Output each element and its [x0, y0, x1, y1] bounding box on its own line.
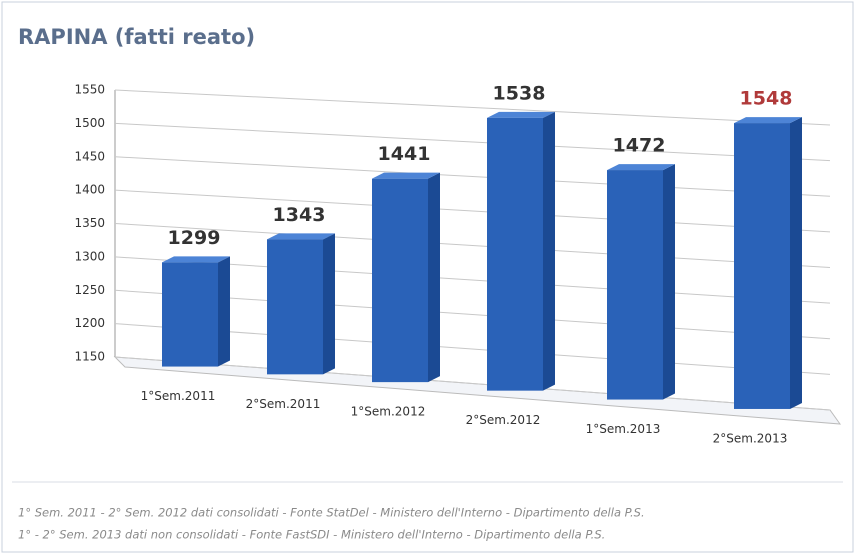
- grid-line: [114, 189, 831, 233]
- grid-line: [114, 122, 831, 162]
- x-tick-label: 1°Sem.2011: [141, 389, 216, 403]
- bar: [267, 239, 323, 375]
- y-tick-label: 1350: [74, 216, 105, 230]
- bar-top: [607, 164, 675, 171]
- bar-top: [734, 117, 802, 124]
- bar-top: [162, 256, 230, 263]
- bar-top: [487, 111, 555, 118]
- value-label: 1472: [613, 135, 666, 157]
- value-label: 1538: [493, 82, 546, 104]
- grid-line: [114, 223, 831, 268]
- bar-side: [790, 117, 802, 409]
- note: 1° Sem. 2011 - 2° Sem. 2012 dati consoli…: [18, 506, 645, 520]
- bar-side: [428, 172, 440, 383]
- x-tick-label: 1°Sem.2012: [351, 405, 426, 419]
- y-tick-label: 1150: [74, 350, 105, 364]
- value-label: 1441: [378, 143, 431, 165]
- grid-line: [114, 356, 831, 411]
- y-tick-label: 1550: [74, 83, 105, 97]
- note: 1° - 2° Sem. 2013 dati non consolidati -…: [18, 528, 605, 542]
- y-tick-label: 1200: [74, 316, 105, 330]
- bar: [372, 178, 428, 383]
- y-tick-label: 1250: [74, 283, 105, 297]
- value-label: 1343: [273, 204, 326, 226]
- value-label: 1299: [168, 227, 221, 249]
- bar-top: [267, 233, 335, 240]
- bar-side: [323, 233, 335, 375]
- grid-line: [114, 89, 831, 126]
- bar: [734, 123, 790, 409]
- bar: [162, 262, 218, 367]
- y-tick-label: 1400: [74, 183, 105, 197]
- bar: [487, 117, 543, 391]
- grid-line: [114, 323, 831, 375]
- x-tick-label: 2°Sem.2012: [466, 413, 541, 427]
- grid-line: [114, 289, 831, 340]
- y-tick-label: 1300: [74, 249, 105, 263]
- value-label: 1548: [740, 88, 793, 110]
- x-tick-label: 2°Sem.2013: [713, 431, 788, 445]
- bar-side: [663, 164, 675, 400]
- bar-top: [372, 172, 440, 179]
- bar-side: [543, 111, 555, 391]
- grid-line: [114, 256, 831, 304]
- grid-line: [114, 156, 831, 197]
- bar: [607, 170, 663, 400]
- x-tick-label: 2°Sem.2011: [246, 397, 321, 411]
- bar-side: [218, 256, 230, 367]
- chart-title: RAPINA (fatti reato): [18, 25, 255, 49]
- x-tick-label: 1°Sem.2013: [586, 422, 661, 436]
- y-tick-label: 1500: [74, 116, 105, 130]
- y-tick-label: 1450: [74, 149, 105, 163]
